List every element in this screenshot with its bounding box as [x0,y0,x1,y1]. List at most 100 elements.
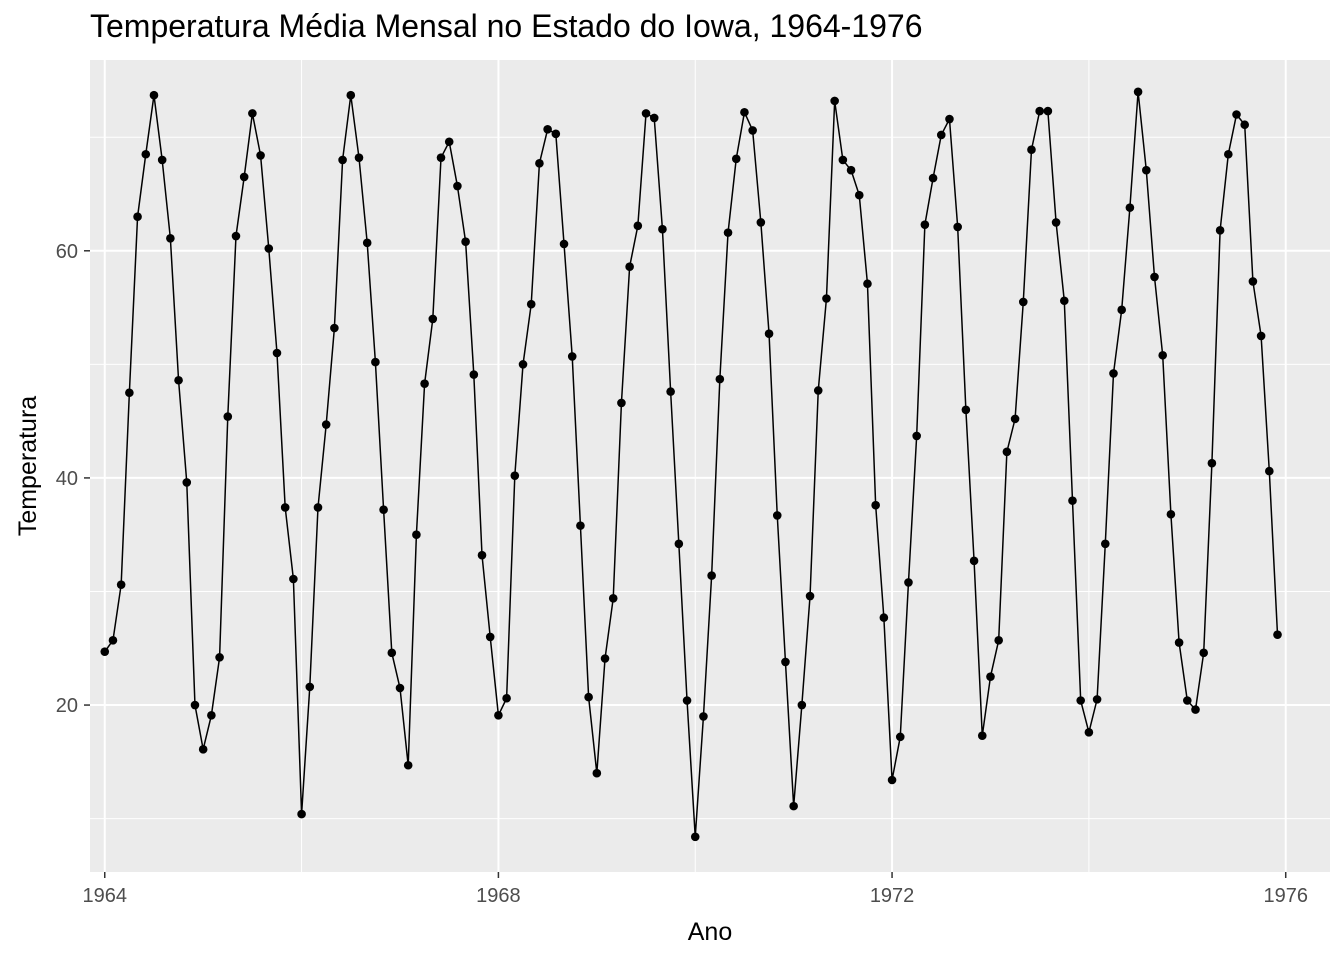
data-point [625,262,634,271]
data-point [1199,648,1208,658]
data-point [477,550,487,560]
data-point [961,405,971,415]
axis-ticks [84,250,1287,878]
data-point [1027,145,1036,155]
data-point [658,224,667,234]
data-point [1150,272,1159,282]
data-point [1084,728,1094,737]
x-axis-tick-labels: 1964 1968 1972 1976 [83,885,1308,907]
data-point [1256,331,1266,341]
data-point [108,636,118,645]
data-point [182,478,192,487]
data-point [149,90,159,100]
data-point [1125,203,1135,212]
data-point [854,190,864,200]
x-axis-title: Ano [688,918,732,946]
data-point [1265,466,1274,476]
data-point [895,732,905,742]
data-point [936,130,946,140]
data-point [863,279,872,289]
data-point [764,329,774,339]
y-tick-label: 40 [56,468,78,490]
data-point [346,90,356,100]
major-gridlines [90,60,1330,872]
data-point [748,126,757,135]
data-point [330,323,339,333]
data-point [707,571,716,580]
data-point [1035,106,1044,116]
x-tick-label: 1968 [476,885,521,907]
data-point [526,299,536,309]
series-line [104,91,1279,838]
data-point [592,768,602,778]
data-point [1018,297,1028,307]
data-point [731,154,741,164]
plot-panel [90,60,1330,872]
data-point [740,107,749,117]
data-point [280,503,290,512]
data-point [600,654,610,663]
data-point [313,503,323,512]
data-point [297,809,306,819]
data-point [1273,630,1282,639]
data-point [789,801,798,811]
data-point [256,151,265,160]
data-point [912,431,921,441]
data-point [699,712,708,721]
data-point [1248,277,1258,286]
data-point [584,692,593,702]
data-point [781,657,790,667]
data-point [1166,509,1176,519]
data-point [535,159,544,168]
data-point [682,696,692,705]
data-point [125,388,134,398]
data-point [502,693,511,703]
data-point [428,314,438,324]
chart-title: Temperatura Média Mensal no Estado do Io… [90,8,923,44]
data-point [1010,414,1020,424]
data-point [207,710,216,720]
data-point [797,700,807,710]
data-point [641,109,651,118]
data-point [953,222,962,232]
data-point [608,594,618,603]
data-point [986,672,995,681]
data-point [461,237,470,247]
data-point [871,500,880,510]
data-point [1068,496,1077,505]
data-point [633,221,643,231]
data-point [231,231,241,241]
data-point [576,521,585,530]
data-point [420,379,429,388]
data-point [100,647,110,656]
x-tick-label: 1976 [1263,885,1308,907]
data-point [1076,696,1085,705]
data-point [617,398,626,408]
data-point [887,775,897,785]
data-point [830,96,839,106]
data-point [305,682,315,692]
data-point [444,137,454,147]
data-point [1215,226,1225,235]
data-point [1117,305,1126,315]
data-point [1002,447,1012,457]
data-point [969,556,979,566]
data-point [1092,695,1102,704]
data-point [1240,120,1250,130]
y-tick-label: 60 [56,241,78,263]
data-point [1059,296,1069,306]
data-point [846,165,856,175]
y-axis-tick-labels: 20 40 60 [56,241,78,717]
data-point [190,700,200,710]
data-point [666,387,675,396]
data-point [994,636,1003,645]
data-point [690,832,700,842]
data-point [715,374,725,384]
data-point [395,683,405,693]
data-point [977,731,987,741]
data-point [264,244,274,253]
y-axis-title: Temperatura [14,396,42,536]
data-point [141,149,151,159]
data-point [1051,218,1061,227]
